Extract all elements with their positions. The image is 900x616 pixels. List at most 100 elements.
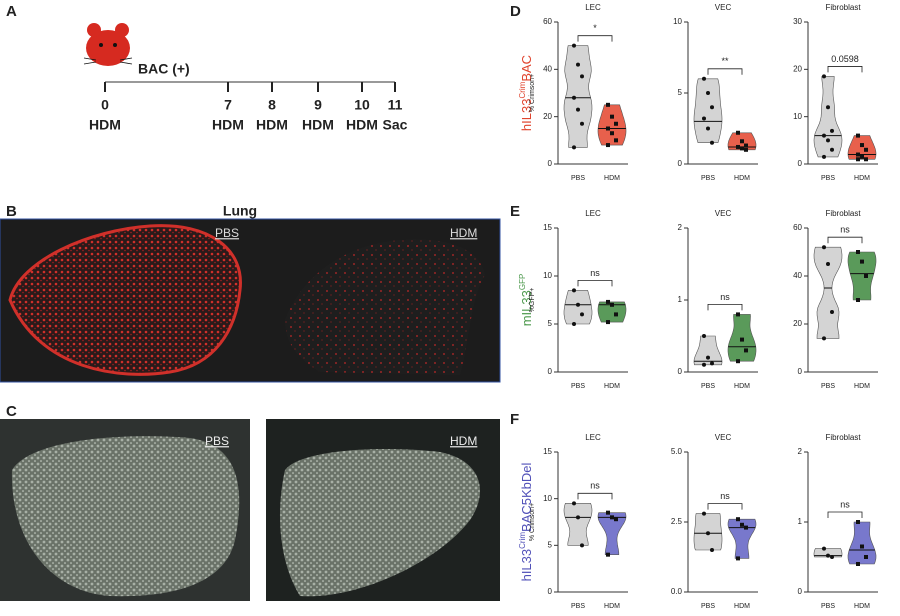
data-point (572, 145, 576, 150)
y-tick-label: 5 (678, 88, 683, 97)
y-tick-label: 20 (793, 64, 802, 73)
image-title: Lung (223, 203, 257, 219)
chart-title: VEC (715, 209, 732, 218)
x-tick-label: HDM (734, 175, 750, 182)
y-tick-label: 0 (798, 367, 803, 376)
data-point (740, 337, 744, 342)
data-point (860, 259, 864, 264)
chart-title: VEC (715, 3, 732, 12)
data-point (736, 130, 740, 135)
data-point (606, 510, 610, 515)
violin (597, 104, 627, 146)
image-label: PBS (205, 434, 229, 448)
violin (813, 246, 843, 339)
data-point (614, 312, 618, 317)
data-point (606, 126, 610, 131)
y-tick-label: 0 (798, 159, 803, 168)
data-point (864, 555, 868, 559)
chart-title: Fibroblast (825, 3, 861, 12)
data-point (710, 548, 714, 552)
violin (693, 78, 723, 143)
data-point (736, 517, 740, 522)
significance-label: ns (720, 491, 730, 501)
data-point (614, 121, 618, 126)
chart-title: LEC (585, 209, 601, 218)
data-point (856, 562, 860, 566)
y-tick-label: 2 (678, 223, 683, 232)
data-point (572, 288, 576, 293)
data-point (864, 147, 868, 152)
data-point (856, 298, 860, 302)
panel-label: B (6, 203, 17, 220)
x-tick-label: HDM (854, 603, 870, 610)
y-axis-label: % Crimson+ (529, 503, 536, 541)
data-point (826, 262, 830, 266)
y-tick-label: 20 (543, 112, 552, 121)
significance-bracket (707, 304, 743, 311)
violin (693, 335, 723, 366)
data-point (610, 131, 614, 136)
data-point (736, 144, 740, 149)
data-point (826, 138, 830, 143)
violin (847, 135, 877, 160)
chart-title: Fibroblast (825, 209, 861, 218)
panel-label: C (6, 403, 17, 420)
x-tick-label: PBS (821, 175, 835, 182)
significance-label: ns (840, 225, 850, 235)
event-label: Sac (383, 117, 408, 133)
violin (813, 548, 843, 558)
significance-bracket (827, 511, 863, 518)
data-point (572, 43, 576, 48)
x-tick-label: PBS (571, 603, 585, 610)
y-tick-label: 2 (798, 447, 803, 456)
image-label: HDM (450, 226, 477, 240)
x-tick-label: HDM (734, 603, 750, 610)
significance-label: 0.0598 (831, 54, 859, 64)
x-tick-label: HDM (734, 383, 750, 390)
data-point (744, 143, 748, 148)
y-tick-label: 15 (543, 447, 552, 456)
row-label-main: hIL33 (519, 99, 534, 132)
x-tick-label: PBS (821, 383, 835, 390)
day-label: 10 (354, 97, 370, 113)
data-point (572, 322, 576, 326)
x-tick-label: PBS (571, 175, 585, 182)
event-label: HDM (346, 117, 378, 133)
data-point (736, 312, 740, 317)
data-point (606, 320, 610, 325)
y-tick-label: 5.0 (671, 447, 683, 456)
row-label-rest: BAC5KbDel (519, 462, 534, 531)
violin (563, 45, 593, 148)
y-tick-label: 0 (548, 587, 553, 596)
x-tick-label: PBS (701, 175, 715, 182)
data-point (822, 154, 826, 159)
lung-image (285, 239, 485, 375)
data-point (710, 361, 714, 366)
y-tick-label: 60 (793, 223, 802, 232)
data-point (614, 138, 618, 143)
data-point (864, 157, 868, 162)
row-label: hIL33CrimBAC5KbDel (518, 462, 534, 581)
y-tick-label: 40 (543, 64, 552, 73)
data-point (822, 74, 826, 79)
y-tick-label: 10 (793, 112, 802, 121)
day-label: 0 (101, 97, 109, 113)
y-tick-label: 5 (548, 540, 553, 549)
violin (727, 518, 757, 559)
panel-label: A (6, 3, 17, 20)
data-point (702, 362, 706, 367)
data-point (822, 245, 826, 250)
data-point (826, 105, 830, 110)
panel-label: E (510, 203, 520, 220)
significance-bracket (707, 68, 743, 75)
data-point (702, 334, 706, 338)
significance-bracket (707, 503, 743, 510)
violin (597, 301, 627, 323)
x-tick-label: HDM (604, 603, 620, 610)
y-tick-label: 0 (678, 367, 683, 376)
data-point (856, 133, 860, 138)
y-tick-label: 15 (543, 223, 552, 232)
violin (597, 512, 627, 555)
day-label: 9 (314, 97, 322, 113)
data-point (860, 154, 864, 159)
